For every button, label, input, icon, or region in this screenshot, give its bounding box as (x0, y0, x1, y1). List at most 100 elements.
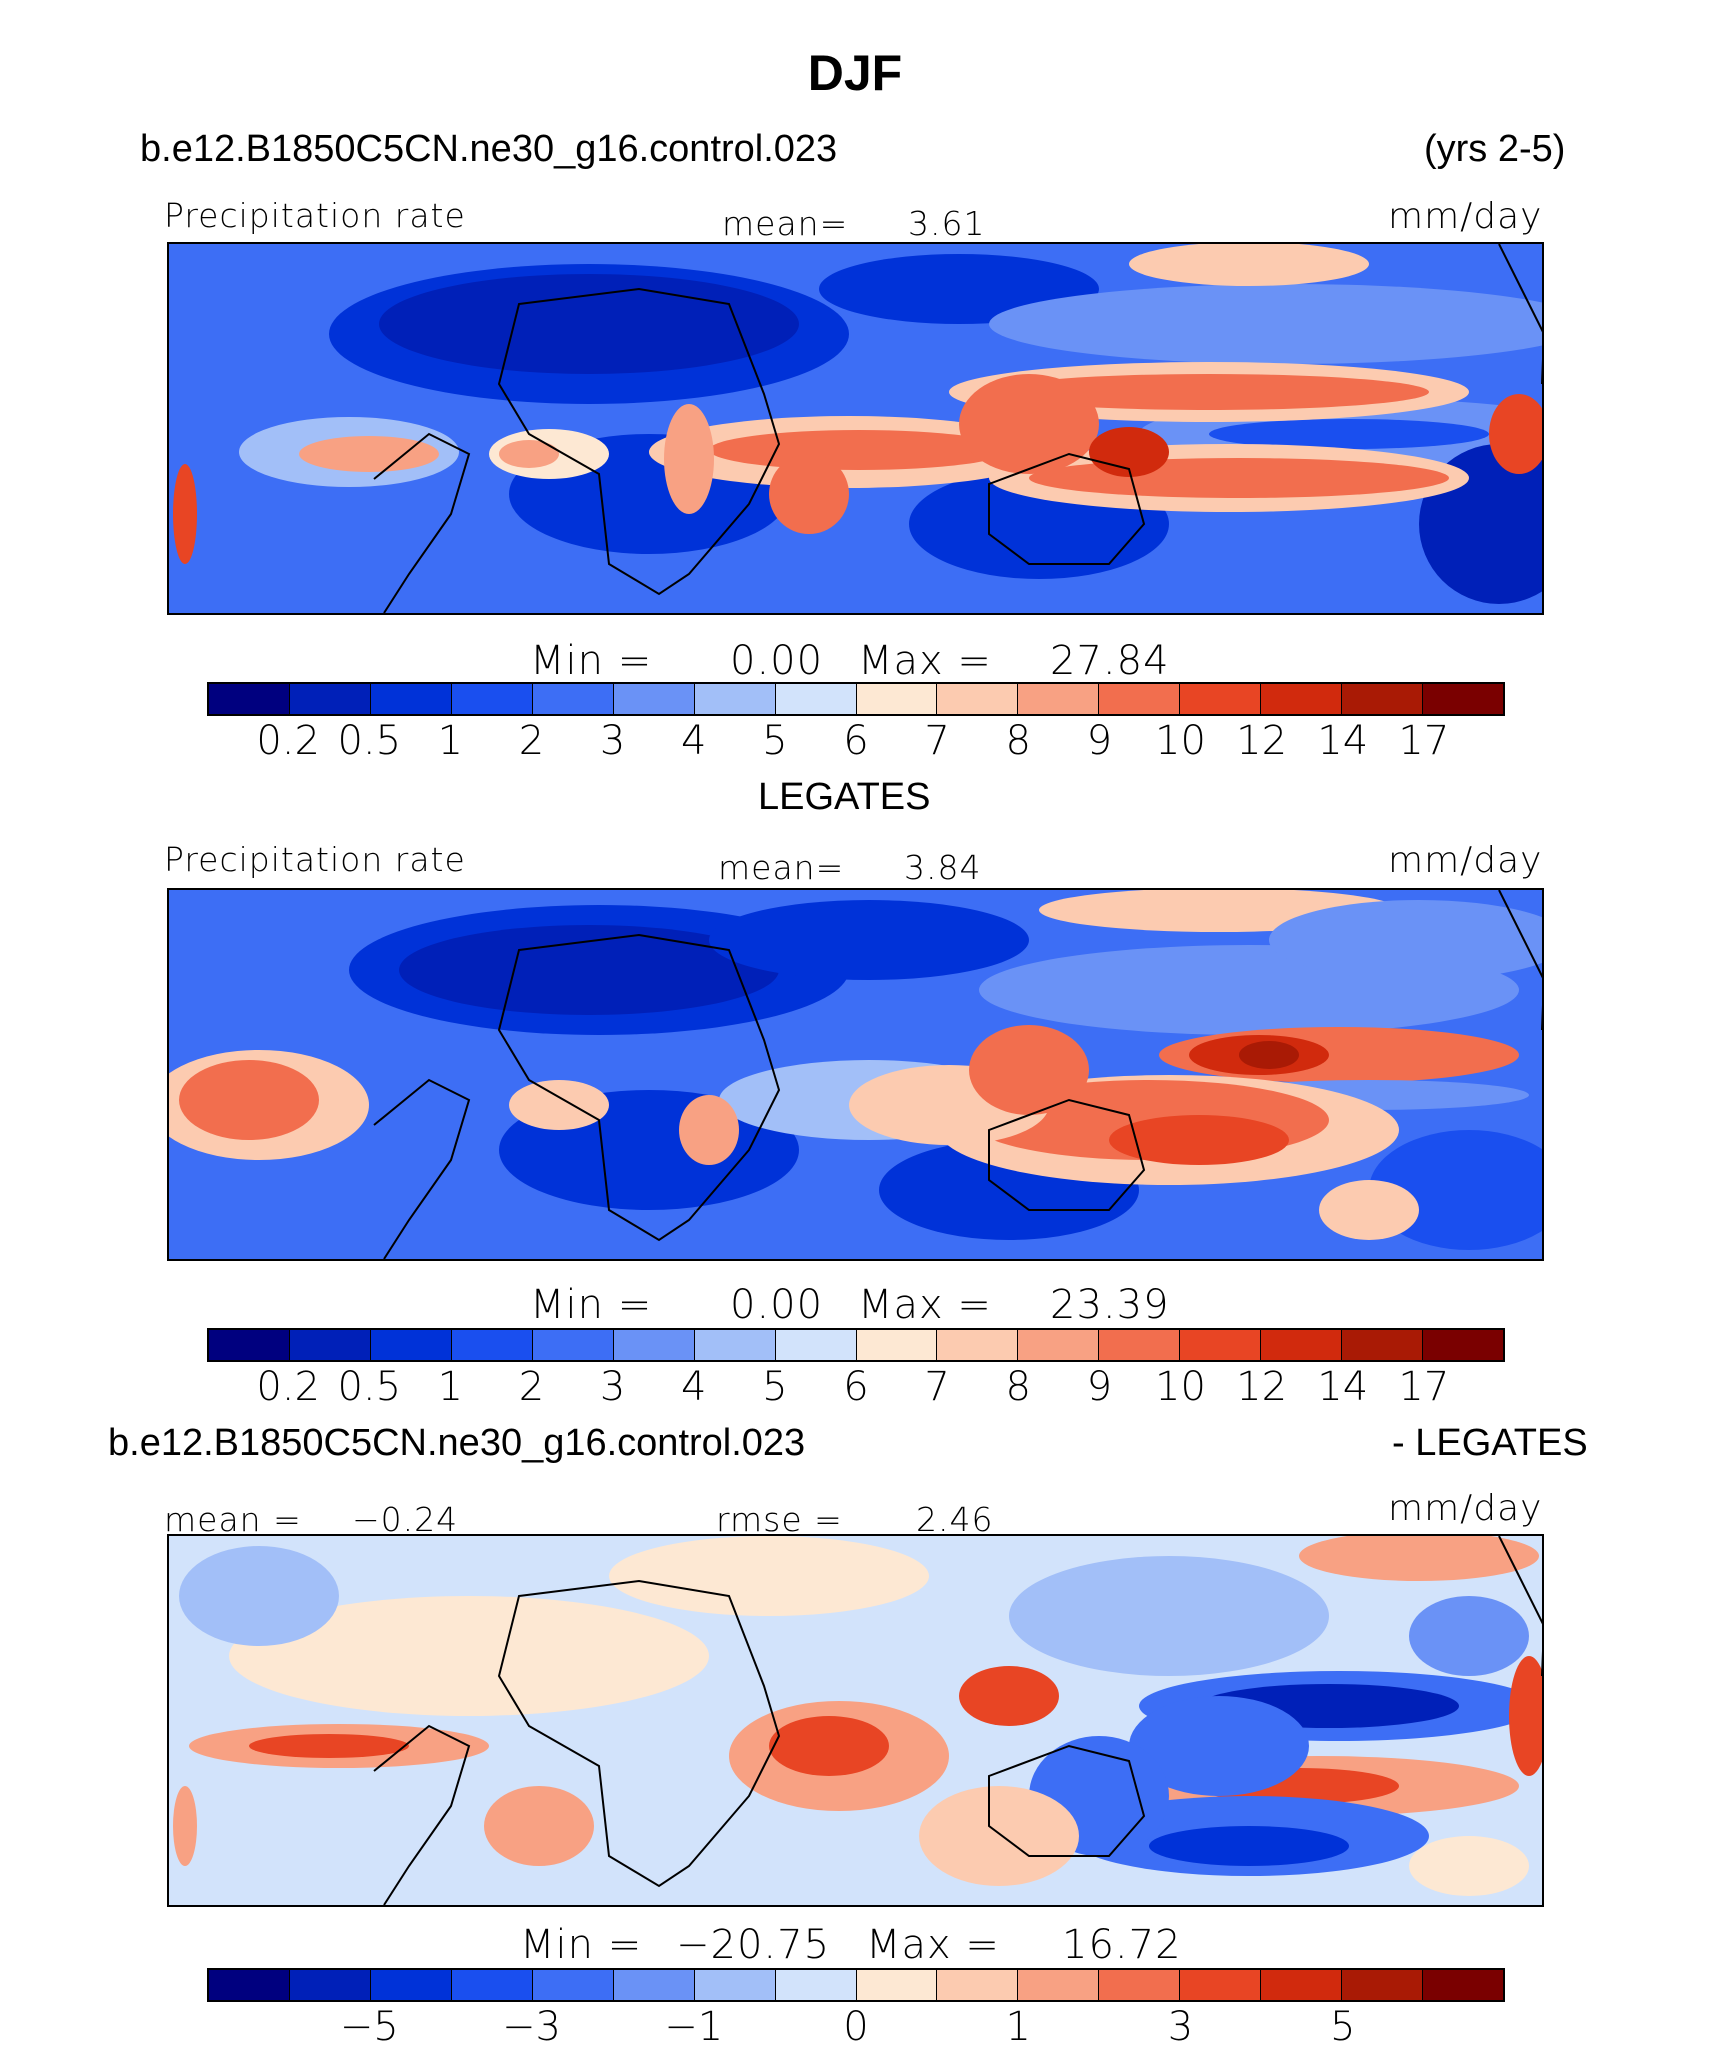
cbar1-tick-label: 17 (1398, 718, 1450, 764)
coastlines-obs (373, 890, 1542, 1259)
cbar3-swatch-15 (1423, 1970, 1503, 2000)
cbar2-swatch-5 (613, 1330, 695, 1360)
cbar1-tick-label: 9 (1086, 718, 1113, 764)
cbar3-swatch-9 (937, 1970, 1019, 2000)
cbar1-swatch-11 (1099, 684, 1181, 714)
cbar1-tick-label: 5 (762, 718, 788, 764)
years-label: (yrs 2-5) (1424, 128, 1566, 170)
precip-fields-model (173, 244, 1542, 604)
cbar2-swatch-10 (1018, 1330, 1100, 1360)
mean-value-3: −0.24 (352, 1500, 459, 1539)
max-value-3: 16.72 (1062, 1922, 1182, 1968)
cbar2-tick-label: 0.5 (337, 1364, 402, 1410)
cbar2-tick-label: 10 (1155, 1364, 1206, 1410)
cbar1-tick-label: 1 (437, 718, 464, 764)
cbar1-tick-label: 6 (843, 718, 869, 764)
max-value-1: 27.84 (1050, 638, 1170, 684)
max-label-3: Max = (866, 1922, 1000, 1968)
cbar3-tick-label: −1 (664, 2004, 724, 2050)
cbar2-swatch-13 (1261, 1330, 1343, 1360)
cbar2-tick-label: 12 (1236, 1364, 1288, 1410)
cbar3-swatch-6 (694, 1970, 776, 2000)
cbar2-tick-label: 7 (924, 1364, 950, 1410)
cbar3-tick-label: 1 (1005, 2004, 1031, 2050)
cbar2-swatch-4 (532, 1330, 614, 1360)
cbar2-swatch-11 (1099, 1330, 1181, 1360)
cbar1-tick-label: 0.5 (337, 718, 402, 764)
cbar2-swatch-12 (1180, 1330, 1262, 1360)
cbar3-tick-label: 0 (843, 2004, 869, 2050)
cbar3-swatch-11 (1099, 1970, 1181, 2000)
rmse-label-3: rmse = (716, 1500, 843, 1539)
difference-fields (173, 1536, 1542, 1896)
cbar2-swatch-7 (775, 1330, 857, 1360)
cbar2-tick-label: 4 (681, 1364, 707, 1410)
cbar2-tick-label: 3 (599, 1364, 626, 1410)
cbar3-tick-label: 3 (1167, 2004, 1194, 2050)
colorbar-1 (207, 682, 1505, 716)
cbar2-swatch-6 (694, 1330, 776, 1360)
min-label-2: Min = (530, 1282, 653, 1328)
mean-label-3: mean = (164, 1500, 302, 1539)
min-value-2: 0.00 (730, 1282, 824, 1328)
min-value-1: 0.00 (730, 638, 824, 684)
cbar1-swatch-8 (856, 684, 938, 714)
cbar3-swatch-0 (209, 1970, 290, 2000)
mean-value-2: 3.84 (904, 848, 982, 887)
cbar3-swatch-2 (370, 1970, 452, 2000)
cbar2-swatch-8 (856, 1330, 938, 1360)
max-label-1: Max = (858, 638, 992, 684)
colorbar-2 (207, 1328, 1505, 1362)
cbar2-swatch-1 (289, 1330, 371, 1360)
map-panel-model (167, 242, 1544, 615)
cbar2-tick-label: 14 (1317, 1364, 1369, 1410)
case-name: b.e12.B1850C5CN.ne30_g16.control.023 (140, 128, 838, 170)
cbar3-swatch-12 (1180, 1970, 1262, 2000)
cbar3-tick-label: −5 (339, 2004, 399, 2050)
cbar1-swatch-10 (1018, 684, 1100, 714)
cbar3-tick-label: −3 (502, 2004, 561, 2050)
map-panel-obs (167, 888, 1544, 1261)
coastlines-model (373, 244, 1542, 613)
cbar1-tick-label: 0.2 (256, 718, 320, 764)
mean-label-2: mean= (718, 848, 845, 887)
cbar1-tick-label: 8 (1005, 718, 1031, 764)
cbar1-swatch-12 (1180, 684, 1262, 714)
cbar2-tick-label: 1 (437, 1364, 464, 1410)
cbar1-tick-label: 12 (1236, 718, 1288, 764)
obs-name: LEGATES (758, 776, 931, 818)
cbar1-swatch-13 (1261, 684, 1343, 714)
cbar2-tick-label: 6 (843, 1364, 869, 1410)
cbar1-swatch-6 (694, 684, 776, 714)
mean-label-1: mean= (722, 204, 849, 243)
cbar1-swatch-1 (289, 684, 371, 714)
coastlines-diff (373, 1536, 1542, 1905)
max-label-2: Max = (858, 1282, 992, 1328)
units-label-1: mm/day (1388, 196, 1543, 237)
cbar3-swatch-14 (1342, 1970, 1424, 2000)
cbar2-swatch-15 (1423, 1330, 1503, 1360)
cbar3-swatch-8 (856, 1970, 938, 2000)
cbar2-swatch-14 (1342, 1330, 1424, 1360)
cbar1-tick-label: 4 (681, 718, 707, 764)
cbar1-tick-label: 14 (1317, 718, 1369, 764)
cbar3-tick-label: 5 (1330, 2004, 1356, 2050)
cbar1-swatch-9 (937, 684, 1019, 714)
cbar2-swatch-0 (209, 1330, 290, 1360)
cbar1-tick-label: 10 (1155, 718, 1206, 764)
cbar2-swatch-3 (451, 1330, 533, 1360)
cbar2-tick-label: 8 (1005, 1364, 1031, 1410)
min-label-3: Min = (520, 1922, 643, 1968)
cbar1-swatch-5 (613, 684, 695, 714)
cbar3-swatch-4 (532, 1970, 614, 2000)
map-panel-diff (167, 1534, 1544, 1907)
cbar2-swatch-9 (937, 1330, 1019, 1360)
cbar1-tick-label: 2 (518, 718, 545, 764)
min-label-1: Min = (530, 638, 653, 684)
cbar1-swatch-4 (532, 684, 614, 714)
cbar2-tick-label: 2 (518, 1364, 545, 1410)
cbar1-swatch-0 (209, 684, 290, 714)
cbar3-swatch-3 (451, 1970, 533, 2000)
units-label-2: mm/day (1388, 840, 1543, 881)
cbar1-swatch-3 (451, 684, 533, 714)
